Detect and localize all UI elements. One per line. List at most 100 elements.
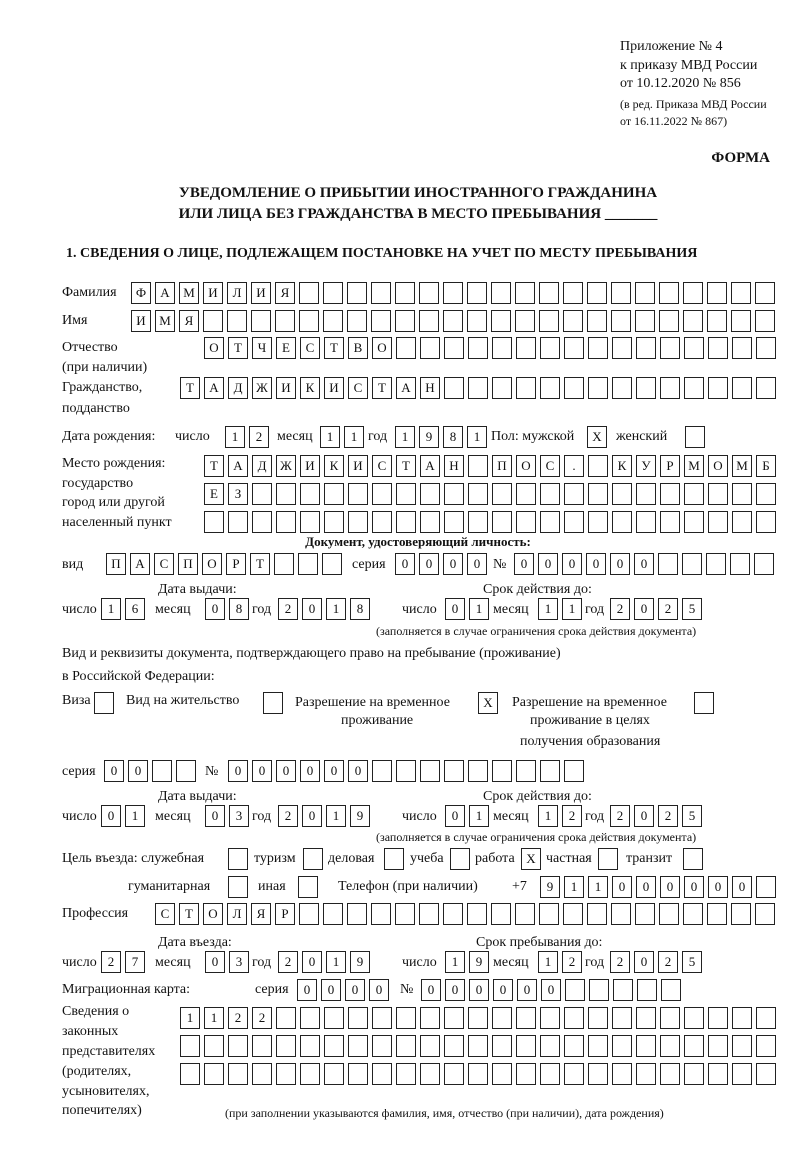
citizenship-cell[interactable]: А — [396, 377, 416, 399]
birthplace-1-cell[interactable]: . — [564, 455, 584, 477]
purpose-transit-checkbox[interactable] — [683, 848, 703, 870]
birthplace-2-cell[interactable] — [468, 483, 488, 505]
patronymic-cell[interactable] — [396, 337, 416, 359]
citizenship-cell[interactable] — [612, 377, 632, 399]
stay-issue-day-cell[interactable]: 0 — [101, 805, 121, 827]
birthplace-1-cell[interactable]: М — [732, 455, 752, 477]
reps-3-cell[interactable] — [636, 1063, 656, 1085]
stay-until-year-cell[interactable]: 0 — [634, 951, 654, 973]
stay-number-cell[interactable] — [396, 760, 416, 782]
citizenship-cell[interactable] — [492, 377, 512, 399]
name-cell[interactable] — [563, 310, 583, 332]
reps-2-cell[interactable] — [612, 1035, 632, 1057]
reps-3-cell[interactable] — [324, 1063, 344, 1085]
patronymic-cell[interactable] — [444, 337, 464, 359]
id-issue-year-cell[interactable]: 0 — [302, 598, 322, 620]
citizenship-cell[interactable]: И — [276, 377, 296, 399]
birthplace-3-cell[interactable] — [276, 511, 296, 533]
citizenship-cell[interactable] — [684, 377, 704, 399]
birthplace-2-cell[interactable] — [612, 483, 632, 505]
reps-3-cell[interactable] — [348, 1063, 368, 1085]
name-cell[interactable] — [683, 310, 703, 332]
mig-number-cell[interactable] — [661, 979, 681, 1001]
profession-cell[interactable] — [299, 903, 319, 925]
reps-3-cell[interactable] — [732, 1063, 752, 1085]
reps-3-cell[interactable] — [468, 1063, 488, 1085]
birthplace-3-cell[interactable] — [324, 511, 344, 533]
name-cell[interactable] — [395, 310, 415, 332]
profession-cell[interactable] — [419, 903, 439, 925]
stay-issue-month-cell[interactable]: 3 — [229, 805, 249, 827]
birthplace-1-cell[interactable]: Д — [252, 455, 272, 477]
profession-cell[interactable] — [731, 903, 751, 925]
profession-cell[interactable] — [491, 903, 511, 925]
stay-issue-month-cell[interactable]: 0 — [205, 805, 225, 827]
id-kind-cell[interactable] — [298, 553, 318, 575]
profession-cell[interactable] — [467, 903, 487, 925]
id-number-cell[interactable] — [682, 553, 702, 575]
surname-cell[interactable] — [371, 282, 391, 304]
purpose-tourism-checkbox[interactable] — [303, 848, 323, 870]
reps-3-cell[interactable] — [492, 1063, 512, 1085]
surname-cell[interactable]: И — [251, 282, 271, 304]
name-cell[interactable] — [419, 310, 439, 332]
reps-1-cell[interactable] — [708, 1007, 728, 1029]
profession-cell[interactable] — [395, 903, 415, 925]
birthplace-3-cell[interactable] — [636, 511, 656, 533]
id-kind-cell[interactable]: П — [106, 553, 126, 575]
name-cell[interactable] — [515, 310, 535, 332]
id-kind-cell[interactable] — [274, 553, 294, 575]
patronymic-cell[interactable]: В — [348, 337, 368, 359]
profession-cell[interactable] — [371, 903, 391, 925]
patronymic-cell[interactable]: С — [300, 337, 320, 359]
birthplace-3-cell[interactable] — [444, 511, 464, 533]
birthplace-1-cell[interactable]: И — [348, 455, 368, 477]
citizenship-cell[interactable] — [756, 377, 776, 399]
birthplace-2-cell[interactable] — [492, 483, 512, 505]
profession-cell[interactable]: Т — [179, 903, 199, 925]
profession-cell[interactable] — [635, 903, 655, 925]
phone-cell[interactable]: 1 — [588, 876, 608, 898]
patronymic-cell[interactable] — [636, 337, 656, 359]
id-series-cell[interactable]: 0 — [395, 553, 415, 575]
surname-cell[interactable]: Л — [227, 282, 247, 304]
id-kind-cell[interactable]: А — [130, 553, 150, 575]
reps-2-cell[interactable] — [276, 1035, 296, 1057]
mig-number-cell[interactable] — [565, 979, 585, 1001]
patronymic-cell[interactable] — [492, 337, 512, 359]
mig-number-cell[interactable]: 0 — [445, 979, 465, 1001]
reps-2-cell[interactable] — [444, 1035, 464, 1057]
surname-cell[interactable]: А — [155, 282, 175, 304]
birthplace-1-cell[interactable]: А — [228, 455, 248, 477]
citizenship-cell[interactable] — [588, 377, 608, 399]
reps-1-cell[interactable] — [612, 1007, 632, 1029]
patronymic-cell[interactable] — [660, 337, 680, 359]
reps-3-cell[interactable] — [204, 1063, 224, 1085]
name-cell[interactable] — [587, 310, 607, 332]
birthplace-1-cell[interactable]: Ж — [276, 455, 296, 477]
reps-2-cell[interactable] — [660, 1035, 680, 1057]
birthplace-3-cell[interactable] — [564, 511, 584, 533]
birthplace-2-cell[interactable] — [540, 483, 560, 505]
mig-number-cell[interactable] — [613, 979, 633, 1001]
reps-2-cell[interactable] — [252, 1035, 272, 1057]
birth-year-cell[interactable]: 9 — [419, 426, 439, 448]
name-cell[interactable] — [659, 310, 679, 332]
birthplace-2-cell[interactable] — [708, 483, 728, 505]
id-number-cell[interactable]: 0 — [514, 553, 534, 575]
reps-3-cell[interactable] — [372, 1063, 392, 1085]
id-kind-cell[interactable]: Т — [250, 553, 270, 575]
birth-year-cell[interactable]: 8 — [443, 426, 463, 448]
stay-until-day-cell[interactable]: 1 — [445, 951, 465, 973]
birthplace-2-cell[interactable] — [420, 483, 440, 505]
surname-cell[interactable] — [467, 282, 487, 304]
birth-day-cell[interactable]: 1 — [225, 426, 245, 448]
name-cell[interactable]: М — [155, 310, 175, 332]
surname-cell[interactable] — [635, 282, 655, 304]
profession-cell[interactable] — [443, 903, 463, 925]
reps-1-cell[interactable] — [348, 1007, 368, 1029]
sex-male-checkbox[interactable]: X — [587, 426, 607, 448]
surname-cell[interactable] — [731, 282, 751, 304]
birthplace-1-cell[interactable] — [588, 455, 608, 477]
birthplace-3-cell[interactable] — [204, 511, 224, 533]
